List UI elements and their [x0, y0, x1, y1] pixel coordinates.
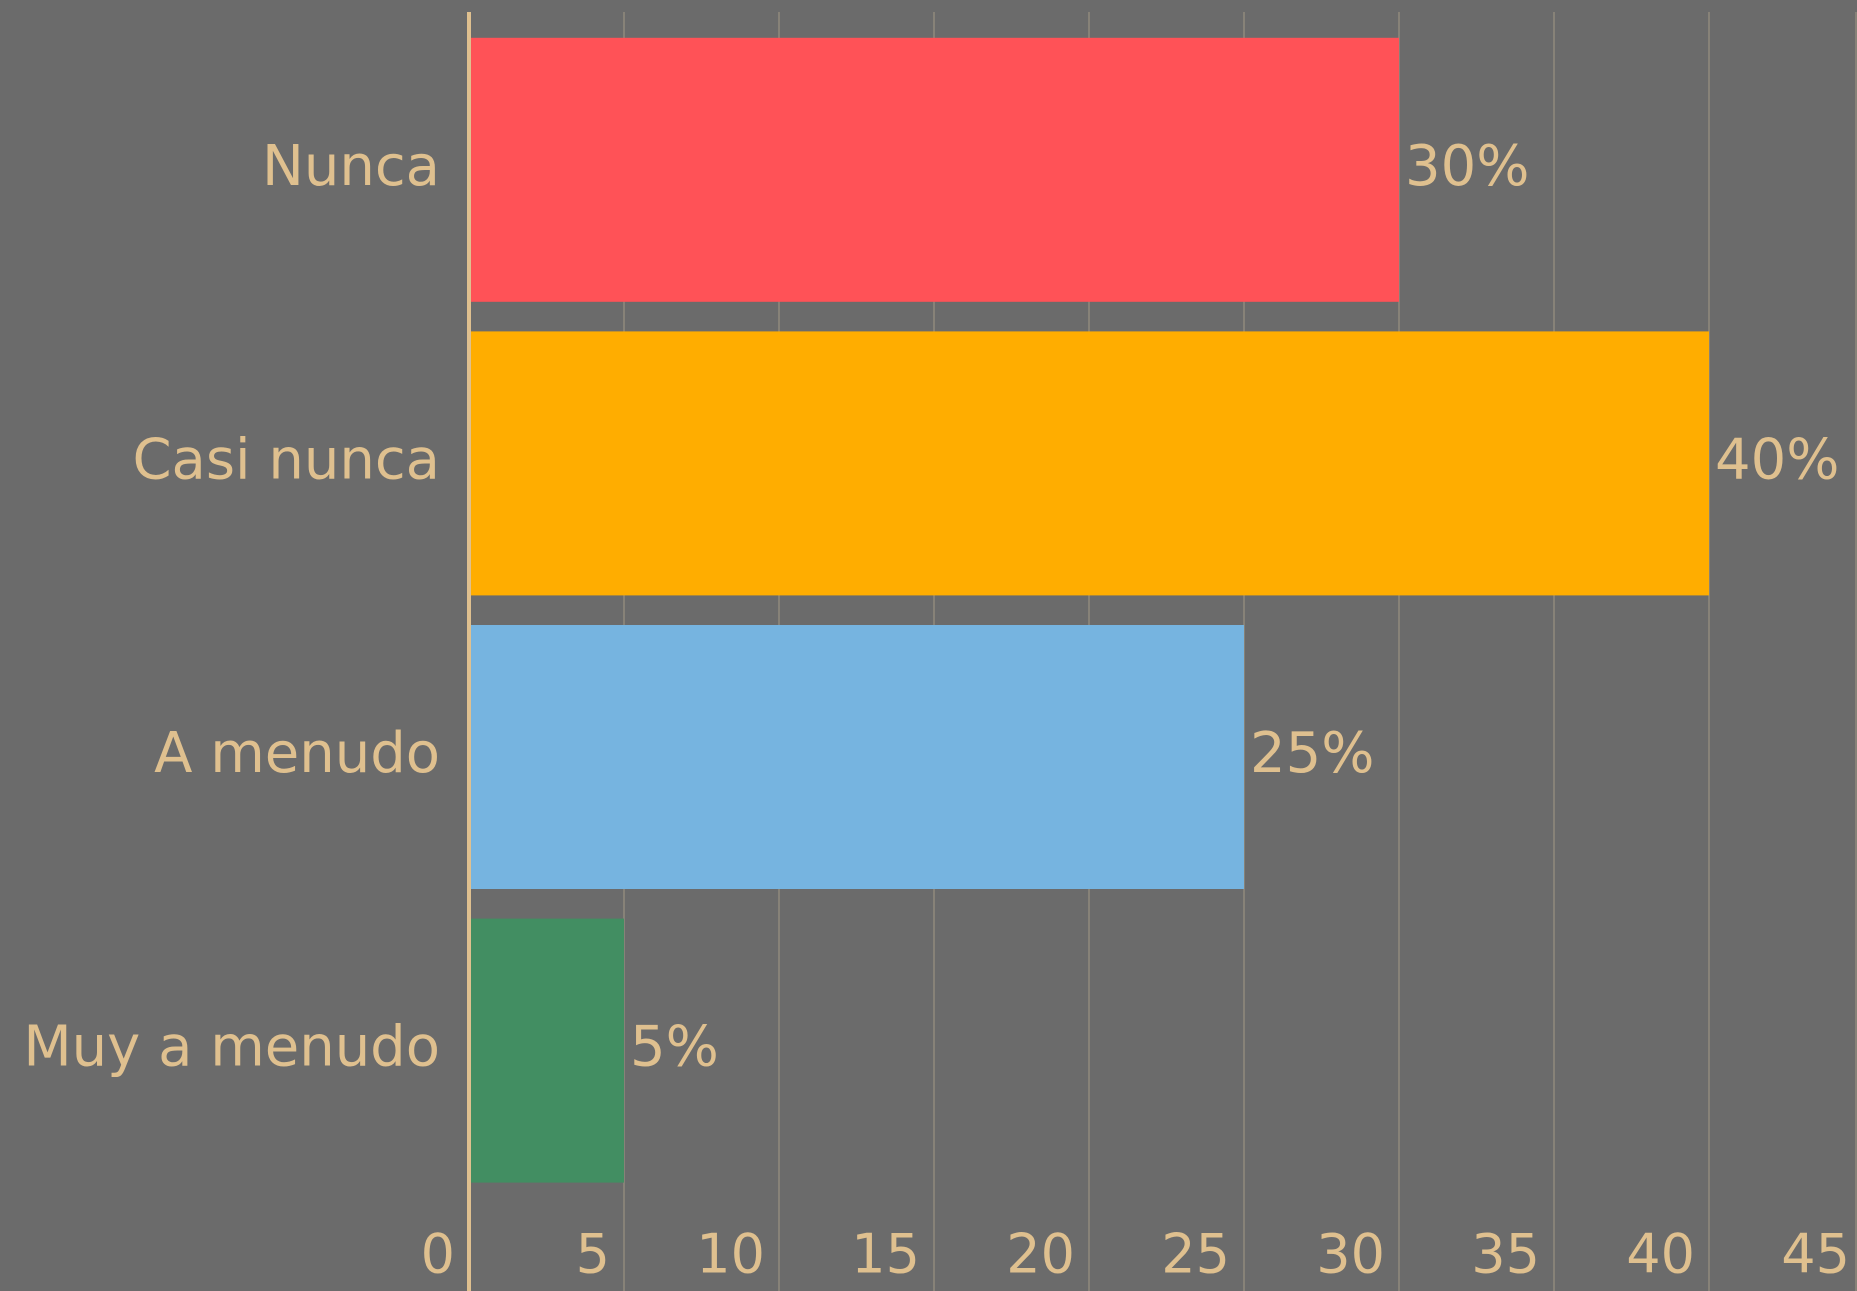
category-label: A menudo	[154, 721, 440, 786]
x-tick-label: 10	[696, 1223, 765, 1286]
x-tick-label: 0	[421, 1223, 455, 1286]
x-tick-label: 15	[851, 1223, 920, 1286]
bar	[469, 37, 1399, 302]
bar	[469, 625, 1244, 889]
bar	[469, 918, 624, 1183]
x-tick-label: 45	[1781, 1223, 1850, 1286]
x-tick-label: 30	[1316, 1223, 1385, 1286]
x-tick-label: 5	[576, 1223, 610, 1286]
x-tick-label: 25	[1161, 1223, 1230, 1286]
x-tick-label: 20	[1006, 1223, 1075, 1286]
value-label: 40%	[1715, 428, 1839, 493]
value-label: 25%	[1250, 721, 1374, 786]
category-label: Muy a menudo	[23, 1015, 440, 1080]
category-label: Nunca	[262, 134, 440, 199]
x-tick-label: 40	[1626, 1223, 1695, 1286]
bar	[469, 331, 1709, 596]
x-tick-label: 35	[1471, 1223, 1540, 1286]
value-label: 30%	[1405, 134, 1529, 199]
category-label: Casi nunca	[132, 428, 440, 493]
value-label: 5%	[630, 1015, 719, 1080]
